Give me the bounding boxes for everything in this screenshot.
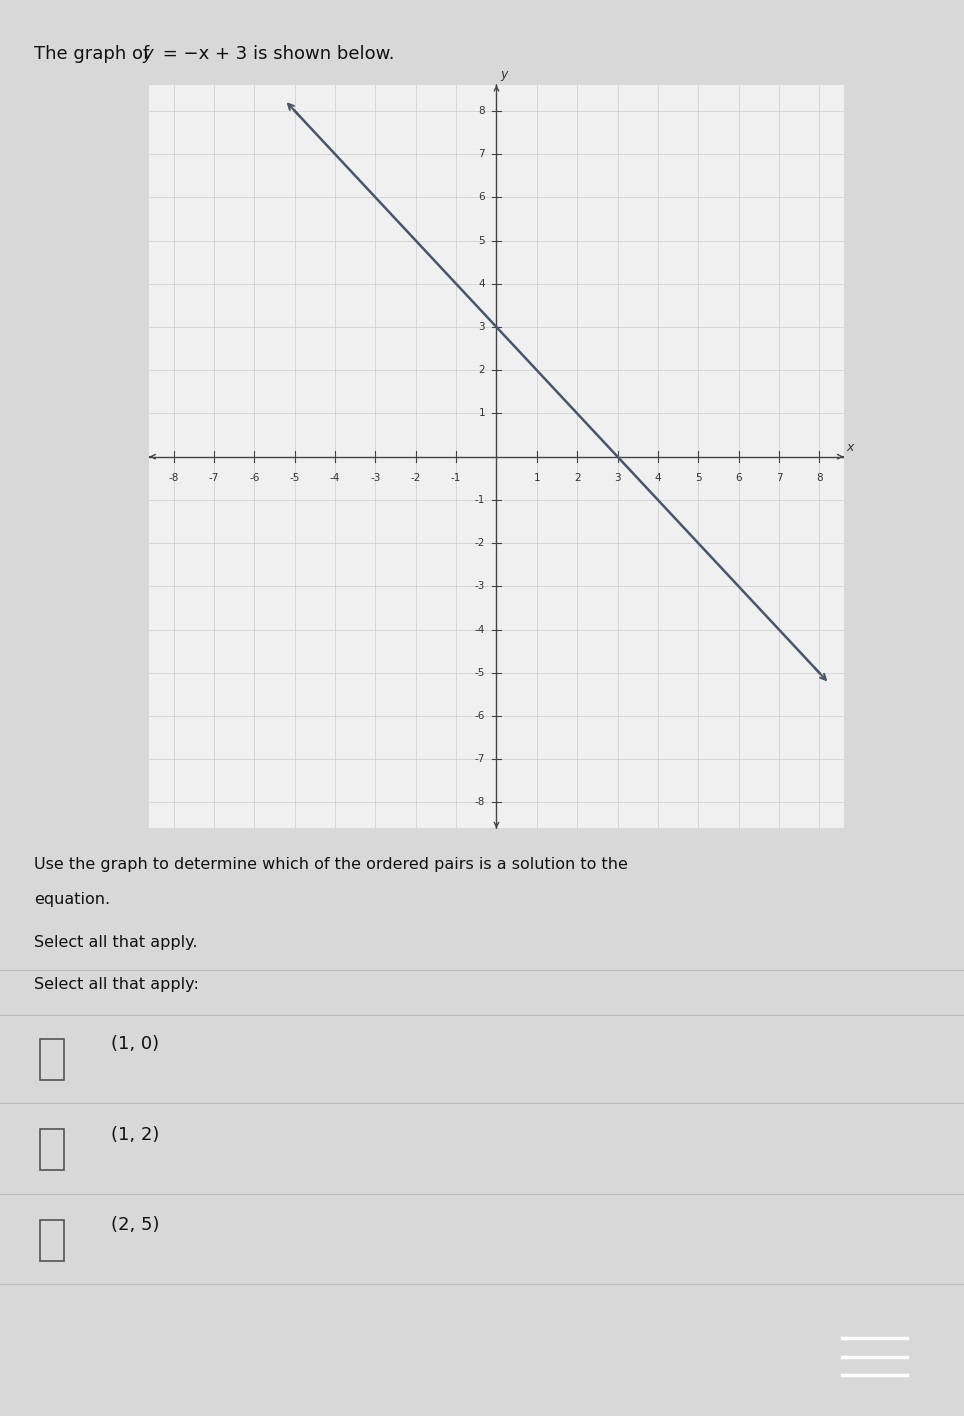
Text: The graph of: The graph of	[34, 45, 155, 64]
Text: 2: 2	[478, 365, 485, 375]
Text: -5: -5	[475, 668, 485, 678]
Text: Select all that apply:: Select all that apply:	[34, 977, 199, 993]
Text: 3: 3	[614, 473, 621, 483]
Text: -1: -1	[475, 494, 485, 506]
Text: Use the graph to determine which of the ordered pairs is a solution to the: Use the graph to determine which of the …	[34, 857, 628, 872]
Text: 1: 1	[533, 473, 540, 483]
Text: -1: -1	[451, 473, 462, 483]
Text: -3: -3	[370, 473, 381, 483]
Text: -6: -6	[475, 711, 485, 721]
Text: equation.: equation.	[34, 892, 110, 908]
Text: (1, 2): (1, 2)	[111, 1126, 159, 1144]
Text: 3: 3	[478, 321, 485, 331]
Text: -8: -8	[475, 797, 485, 807]
Text: 5: 5	[478, 235, 485, 245]
Text: 7: 7	[478, 149, 485, 159]
Text: = −x + 3 is shown below.: = −x + 3 is shown below.	[157, 45, 394, 64]
Text: y: y	[143, 45, 153, 64]
Text: 1: 1	[478, 408, 485, 419]
Text: 8: 8	[478, 106, 485, 116]
Text: 6: 6	[736, 473, 742, 483]
Text: (1, 0): (1, 0)	[111, 1035, 159, 1054]
Text: -4: -4	[330, 473, 340, 483]
Text: $x$: $x$	[845, 442, 855, 455]
Text: 4: 4	[655, 473, 661, 483]
Text: 8: 8	[816, 473, 822, 483]
Text: 2: 2	[574, 473, 580, 483]
Text: -7: -7	[475, 755, 485, 765]
Text: -2: -2	[475, 538, 485, 548]
Text: -4: -4	[475, 624, 485, 634]
Text: Select all that apply.: Select all that apply.	[34, 935, 198, 950]
Text: (2, 5): (2, 5)	[111, 1216, 159, 1235]
Text: 5: 5	[695, 473, 702, 483]
Text: 6: 6	[478, 193, 485, 202]
Text: -2: -2	[411, 473, 421, 483]
Text: -6: -6	[249, 473, 259, 483]
Text: 4: 4	[478, 279, 485, 289]
Text: -3: -3	[475, 582, 485, 592]
Text: -8: -8	[169, 473, 178, 483]
Text: -7: -7	[209, 473, 219, 483]
Text: -5: -5	[289, 473, 300, 483]
Text: $y$: $y$	[500, 69, 510, 82]
Text: 7: 7	[776, 473, 782, 483]
